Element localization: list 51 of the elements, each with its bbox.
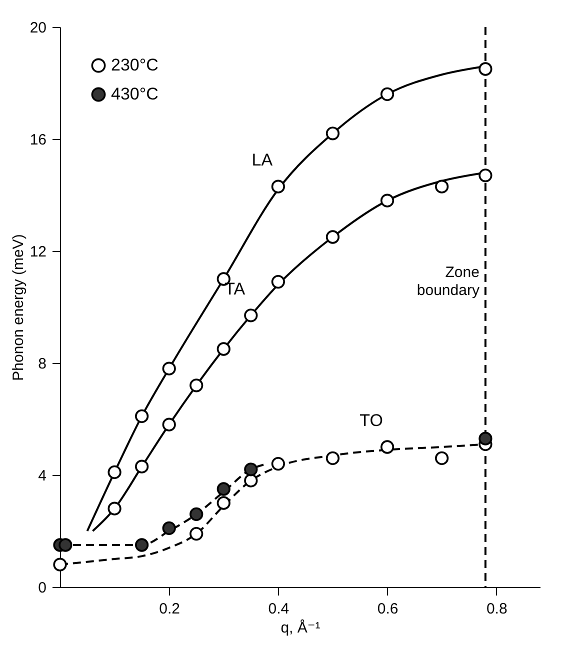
point (216, 342, 230, 356)
point (216, 482, 230, 496)
point (435, 180, 449, 194)
point (478, 432, 492, 446)
point (244, 462, 258, 476)
point (58, 538, 72, 552)
x-axis-title: q, Å⁻¹ (280, 618, 320, 636)
point (326, 451, 340, 466)
point (435, 451, 449, 466)
point (271, 456, 285, 471)
point (135, 460, 149, 474)
x-tick-label: 0.2 (159, 600, 180, 618)
point (190, 378, 204, 392)
point (53, 558, 67, 572)
y-tick-label: 4 (38, 468, 46, 484)
point (244, 308, 258, 322)
point (326, 230, 340, 244)
point (162, 362, 176, 376)
point (135, 409, 149, 424)
annotation: TO (360, 411, 383, 430)
point (190, 507, 204, 522)
point (108, 502, 122, 516)
legend-label: 230°C (111, 56, 158, 74)
point (108, 465, 122, 480)
point (162, 418, 176, 432)
y-tick-label: 0 (38, 580, 46, 596)
ref-line-label: Zone boundary (416, 264, 480, 299)
annotation: LA (252, 150, 274, 170)
x-tick-label: 0.8 (486, 600, 508, 618)
point (478, 62, 492, 76)
point (135, 538, 149, 552)
point (271, 180, 285, 194)
legend-label: 430°C (111, 84, 158, 104)
point (380, 440, 394, 454)
point (380, 194, 394, 208)
point (478, 168, 492, 182)
point (380, 87, 394, 102)
point (162, 521, 176, 536)
y-tick-label: 8 (38, 356, 46, 372)
point (326, 126, 340, 140)
point (190, 526, 204, 541)
annotation: TA (224, 279, 246, 298)
y-axis-title: Phonon energy (meV) (10, 234, 27, 381)
point (216, 496, 230, 510)
x-tick-label: 0.4 (268, 600, 290, 618)
y-tick-label: 12 (30, 244, 46, 260)
x-tick-label: 0.6 (377, 600, 398, 618)
point (244, 474, 258, 488)
y-tick-label: 16 (30, 132, 46, 148)
point (271, 274, 285, 289)
y-tick-label: 20 (30, 20, 46, 36)
